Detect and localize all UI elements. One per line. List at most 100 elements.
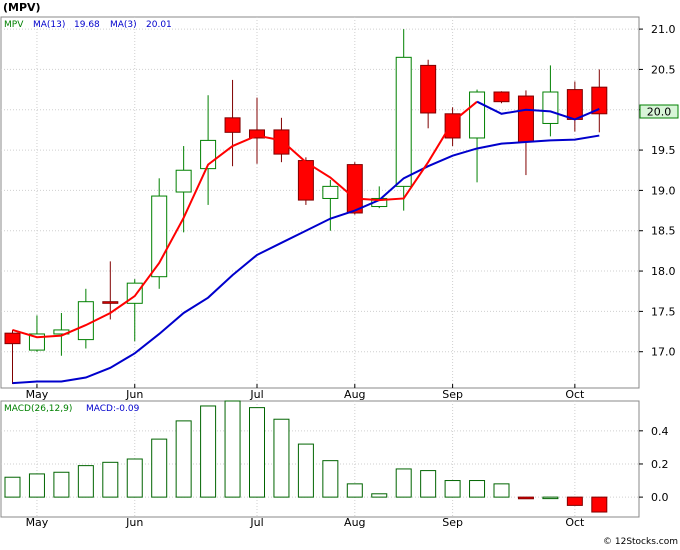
macd-bar [28, 473, 45, 498]
candle [517, 90, 534, 176]
price-y-tick-label: 19.0 [651, 184, 676, 197]
macd-legend-label: MACD(26,12,9) [4, 404, 72, 414]
macd-bar [4, 476, 21, 498]
macd-bar [517, 496, 534, 500]
macd-bar [322, 460, 339, 498]
candle-body [346, 164, 363, 214]
macd-bar [566, 496, 583, 506]
candle-body [395, 56, 412, 187]
macd-x-label: Oct [565, 516, 585, 529]
macd-y-tick-label: 0.4 [651, 425, 669, 438]
price-panel: 17.0 17.5 18.0 18.5 19.0 19.5 20.0 20.5 21.0 May… [0, 16, 679, 401]
candle [493, 91, 510, 104]
price-y-axis: 17.0 17.5 18.0 18.5 19.0 19.5 20.0 20.5 21.0 [639, 23, 676, 359]
price-x-label: Oct [565, 388, 585, 401]
macd-bar [346, 483, 363, 498]
candle-body [493, 91, 510, 103]
macd-bar [469, 480, 486, 498]
ma3-line [12, 100, 478, 339]
legend-ma3-label: MA(3) [110, 20, 137, 30]
macd-x-label: May [26, 516, 49, 529]
price-x-label: May [26, 388, 49, 401]
macd-panel: 0.0 0.2 0.4 May Jun Jul Aug Sep Oct [0, 400, 669, 529]
price-y-tick-label: 18.0 [651, 265, 676, 278]
candle [420, 59, 437, 129]
legend-ma13-value: 19.68 [74, 20, 100, 30]
macd-bar [493, 483, 510, 498]
legend-symbol: MPV [4, 20, 24, 30]
candle [346, 162, 363, 215]
candle [224, 79, 241, 167]
candle-body [102, 301, 119, 304]
candle [322, 179, 339, 231]
macd-bar [151, 438, 168, 498]
macd-bar [224, 400, 241, 498]
macd-bar [53, 471, 70, 498]
candle [297, 157, 314, 205]
macd-bar [249, 407, 265, 498]
price-x-label: Aug [344, 388, 365, 401]
candle [273, 117, 290, 163]
macd-x-label: Jul [249, 516, 263, 529]
macd-y-tick-label: 0.0 [651, 491, 669, 504]
macd-bars [4, 400, 608, 513]
price-tag-box [639, 104, 679, 119]
candle-body [542, 91, 559, 124]
candle-body [249, 129, 265, 139]
ma3-line-recent [476, 100, 600, 121]
macd-bar [200, 405, 217, 498]
macd-legend-value: MACD:-0.09 [86, 404, 140, 414]
price-x-label: Sep [442, 388, 463, 401]
candle-body [591, 86, 608, 115]
price-y-tick-label: 19.5 [651, 144, 676, 157]
macd-x-label: Aug [344, 516, 365, 529]
price-y-tick-label: 20.5 [651, 63, 676, 76]
candle-body [77, 301, 94, 341]
chart-title: (MPV) [3, 1, 41, 14]
macd-y-axis: 0.0 0.2 0.4 [639, 425, 669, 504]
legend-ma13-label: MA(13) [33, 20, 65, 30]
footer-copyright: © 12Stocks.com [603, 537, 678, 546]
moving-averages [12, 100, 600, 385]
macd-bar [591, 496, 608, 513]
candle [102, 261, 119, 320]
macd-bar [395, 468, 412, 498]
candle-body [28, 333, 45, 351]
macd-bar [371, 493, 388, 498]
macd-bar [77, 465, 94, 498]
candle [566, 81, 583, 132]
price-tag: 20.0 [639, 104, 679, 119]
price-y-tick-label: 18.5 [651, 225, 676, 238]
macd-bar [175, 420, 192, 498]
price-legend: MPV MA(13) 19.68 MA(3) 20.01 [4, 20, 172, 30]
price-y-tick-label: 21.0 [651, 23, 676, 36]
candle-body [322, 185, 339, 199]
candle [4, 329, 21, 384]
macd-x-axis: May Jun Jul Aug Sep Oct [26, 516, 585, 529]
candle-body [273, 129, 290, 155]
candle-body [175, 169, 192, 193]
macd-bar [444, 480, 461, 498]
candle [542, 65, 559, 137]
candle [591, 69, 608, 133]
candle [28, 315, 45, 352]
macd-y-tick-label: 0.2 [651, 458, 669, 471]
price-x-label: Jul [249, 388, 263, 401]
macd-legend: MACD(26,12,9) MACD:-0.09 [4, 404, 140, 414]
price-x-label: Jun [125, 388, 143, 401]
candle-body [4, 332, 21, 345]
macd-x-label: Jun [125, 516, 143, 529]
macd-bar [126, 458, 143, 498]
macd-bar [542, 496, 559, 500]
price-y-tick-label: 17.5 [651, 305, 676, 318]
legend-ma3-value: 20.01 [146, 20, 172, 30]
price-x-axis: May Jun Jul Aug Sep Oct [26, 384, 585, 401]
macd-bar [297, 443, 314, 498]
price-tag-value: 20.0 [647, 106, 672, 119]
macd-panel-frame [0, 400, 640, 518]
price-y-tick-label: 17.0 [651, 346, 676, 359]
macd-bar [273, 418, 290, 498]
candle-body [420, 64, 437, 114]
